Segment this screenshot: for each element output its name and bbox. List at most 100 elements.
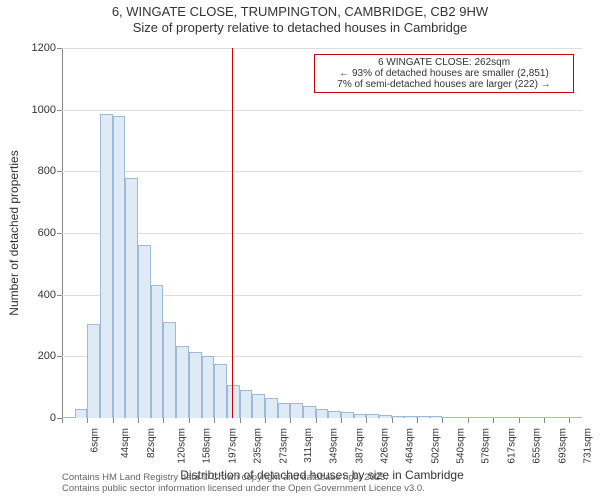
- x-tick-mark: [214, 418, 215, 423]
- x-tick-label: 197sqm: [227, 428, 238, 464]
- x-tick-label: 158sqm: [202, 428, 213, 464]
- histogram-bar: [75, 409, 88, 418]
- gridline: [62, 233, 582, 234]
- x-tick-mark: [493, 418, 494, 423]
- x-tick-label: 693sqm: [557, 428, 568, 464]
- y-tick-mark: [57, 356, 62, 357]
- histogram-bar: [328, 411, 341, 418]
- x-tick-mark: [341, 418, 342, 423]
- x-tick-mark: [138, 418, 139, 423]
- y-tick-mark: [57, 233, 62, 234]
- histogram-bar: [138, 245, 151, 418]
- x-tick-label: 464sqm: [405, 428, 416, 464]
- x-tick-label: 120sqm: [177, 428, 188, 464]
- histogram-bar: [455, 417, 468, 418]
- footer-line-2: Contains public sector information licen…: [62, 483, 425, 494]
- histogram-bar: [531, 417, 544, 418]
- histogram-bar: [404, 416, 417, 418]
- attribution-footer: Contains HM Land Registry data © Crown c…: [62, 472, 425, 495]
- histogram-bar: [519, 417, 532, 418]
- x-tick-mark: [392, 418, 393, 423]
- x-tick-label: 235sqm: [253, 428, 264, 464]
- y-tick-label: 0: [6, 412, 56, 424]
- histogram-bar: [163, 322, 176, 418]
- histogram-bar: [442, 417, 455, 418]
- histogram-bar: [202, 356, 215, 418]
- histogram-bar: [87, 324, 100, 418]
- x-tick-label: 311sqm: [303, 428, 314, 463]
- marker-line: [232, 48, 233, 418]
- y-tick-label: 200: [6, 350, 56, 362]
- histogram-bar: [214, 364, 227, 418]
- x-tick-mark: [290, 418, 291, 423]
- histogram-bar: [417, 416, 430, 418]
- x-tick-label: 6sqm: [89, 428, 100, 452]
- histogram-bar: [278, 403, 291, 418]
- histogram-bar: [569, 417, 582, 418]
- chart-container: 6, WINGATE CLOSE, TRUMPINGTON, CAMBRIDGE…: [0, 0, 600, 500]
- histogram-bar: [557, 417, 570, 418]
- histogram-bar: [379, 415, 392, 418]
- histogram-bar: [506, 417, 519, 418]
- x-tick-label: 349sqm: [329, 428, 340, 464]
- histogram-bar: [290, 403, 303, 418]
- x-tick-mark: [417, 418, 418, 423]
- histogram-bar: [125, 178, 138, 418]
- histogram-bar: [303, 406, 316, 418]
- y-tick-mark: [57, 171, 62, 172]
- footer-line-1: Contains HM Land Registry data © Crown c…: [62, 472, 425, 483]
- histogram-bar: [430, 416, 443, 418]
- x-tick-mark: [468, 418, 469, 423]
- histogram-bar: [392, 416, 405, 418]
- x-tick-mark: [265, 418, 266, 423]
- histogram-bar: [176, 346, 189, 418]
- histogram-bar: [113, 116, 126, 418]
- histogram-bar: [62, 417, 75, 418]
- y-tick-label: 1000: [6, 104, 56, 116]
- x-tick-mark: [519, 418, 520, 423]
- title-line-2: Size of property relative to detached ho…: [0, 20, 600, 36]
- gridline: [62, 110, 582, 111]
- y-tick-label: 600: [6, 227, 56, 239]
- x-tick-label: 387sqm: [354, 428, 365, 464]
- y-tick-mark: [57, 48, 62, 49]
- gridline: [62, 171, 582, 172]
- histogram-bar: [481, 417, 494, 418]
- y-tick-label: 400: [6, 289, 56, 301]
- x-tick-mark: [442, 418, 443, 423]
- histogram-bar: [252, 394, 265, 418]
- y-tick-label: 1200: [6, 42, 56, 54]
- x-tick-label: 502sqm: [430, 428, 441, 464]
- histogram-bar: [354, 414, 367, 418]
- x-tick-mark: [544, 418, 545, 423]
- x-tick-mark: [189, 418, 190, 423]
- x-tick-label: 44sqm: [120, 428, 131, 458]
- histogram-bar: [265, 398, 278, 418]
- gridline: [62, 48, 582, 49]
- x-tick-mark: [163, 418, 164, 423]
- x-tick-mark: [569, 418, 570, 423]
- y-tick-mark: [57, 110, 62, 111]
- annotation-line: 6 WINGATE CLOSE: 262sqm: [319, 57, 569, 68]
- x-tick-label: 617sqm: [506, 428, 517, 464]
- x-tick-mark: [62, 418, 63, 423]
- annotation-box: 6 WINGATE CLOSE: 262sqm← 93% of detached…: [314, 54, 574, 93]
- histogram-bar: [151, 285, 164, 418]
- x-tick-label: 655sqm: [532, 428, 543, 464]
- annotation-line: 7% of semi-detached houses are larger (2…: [319, 79, 569, 90]
- title-block: 6, WINGATE CLOSE, TRUMPINGTON, CAMBRIDGE…: [0, 0, 600, 37]
- x-tick-mark: [316, 418, 317, 423]
- histogram-bar: [316, 409, 329, 418]
- x-tick-mark: [366, 418, 367, 423]
- histogram-bar: [100, 114, 113, 418]
- chart-plot-area: Number of detached properties Distributi…: [62, 48, 582, 418]
- histogram-bar: [189, 352, 202, 418]
- histogram-bar: [493, 417, 506, 418]
- x-tick-label: 426sqm: [380, 428, 391, 464]
- histogram-bar: [544, 417, 557, 418]
- histogram-bar: [468, 417, 481, 418]
- annotation-line: ← 93% of detached houses are smaller (2,…: [319, 68, 569, 79]
- x-tick-label: 578sqm: [481, 428, 492, 464]
- histogram-bar: [366, 414, 379, 418]
- x-tick-label: 273sqm: [278, 428, 289, 464]
